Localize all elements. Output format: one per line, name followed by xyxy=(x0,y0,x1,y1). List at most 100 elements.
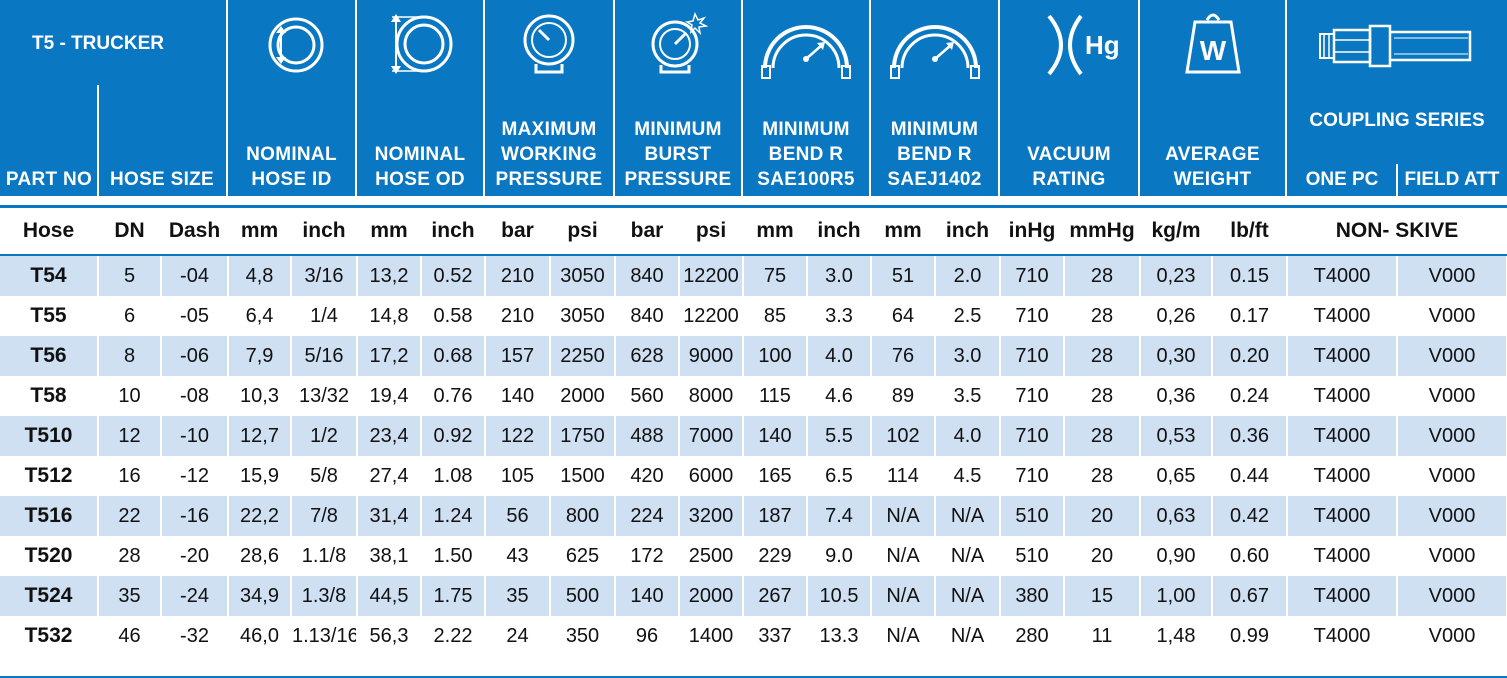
col-hose-size: HOSE SIZE xyxy=(98,0,228,196)
table-cell: 14,8 xyxy=(357,296,422,336)
table-cell: 100 xyxy=(743,336,808,376)
table-cell: 0.15 xyxy=(1212,255,1288,296)
table-cell: 20 xyxy=(1064,496,1141,536)
table-row: T54 5 -04 4,8 3/16 13,2 0.52 210 3050 840 12200 75 3… xyxy=(0,255,1507,296)
table-cell: 24 xyxy=(485,616,551,656)
weight-symbol-text: W xyxy=(1199,35,1226,66)
table-cell: 229 xyxy=(743,536,808,576)
col-part-no-label: PART NO xyxy=(5,169,93,190)
table-cell: 4,8 xyxy=(228,255,292,296)
table-cell: 1.08 xyxy=(421,456,486,496)
table-cell: 114 xyxy=(871,456,936,496)
table-cell: T4000 xyxy=(1287,576,1398,616)
table-cell: -06 xyxy=(161,336,229,376)
table-cell: 337 xyxy=(743,616,808,656)
table-cell: 5/16 xyxy=(291,336,358,376)
table-cell: 38,1 xyxy=(357,536,422,576)
unit-cell: mm xyxy=(357,208,422,256)
table-row: T512 16 -12 15,9 5/8 27,4 1.08 105 1500 420 6000 16… xyxy=(0,456,1507,496)
table-cell: 28 xyxy=(1064,296,1141,336)
table-cell: 0.67 xyxy=(1212,576,1288,616)
table-cell: V000 xyxy=(1397,456,1507,496)
table-cell: 9000 xyxy=(679,336,744,376)
table-cell: 28 xyxy=(1064,255,1141,296)
table-cell: 15 xyxy=(1064,576,1141,616)
vacuum-hg-icon: Hg xyxy=(1047,14,1119,76)
table-cell: 46 xyxy=(98,616,162,656)
col-weight: W AVERAGE WEIGHT xyxy=(1140,0,1287,196)
table-cell: V000 xyxy=(1397,616,1507,656)
table-cell: 0.92 xyxy=(421,416,486,456)
table-cell: 2500 xyxy=(679,536,744,576)
col-part-no: PART NO xyxy=(0,0,98,196)
header-band: T5 - TRUCKER PART NO HOSE SIZE NOMINAL H… xyxy=(0,0,1507,196)
part-number-cell: T532 xyxy=(0,616,99,656)
spec-table-body: T54 5 -04 4,8 3/16 13,2 0.52 210 3050 840 12200 75 3… xyxy=(0,255,1507,656)
table-cell: 35 xyxy=(98,576,162,616)
table-row: T510 12 -10 12,7 1/2 23,4 0.92 122 1750 488 7000 14… xyxy=(0,416,1507,456)
table-cell: 140 xyxy=(615,576,680,616)
table-cell: 0.42 xyxy=(1212,496,1288,536)
hose-outer-diameter-icon xyxy=(391,14,453,74)
table-cell: 165 xyxy=(743,456,808,496)
table-cell: N/A xyxy=(871,576,936,616)
table-cell: 380 xyxy=(1000,576,1065,616)
table-cell: 35 xyxy=(485,576,551,616)
coupling-field-att-label: FIELD ATT xyxy=(1404,169,1500,190)
table-cell: -16 xyxy=(161,496,229,536)
table-cell: 5/8 xyxy=(291,456,358,496)
table-cell: 510 xyxy=(1000,536,1065,576)
table-cell: 1400 xyxy=(679,616,744,656)
col-vacuum: Hg VACUUM RATING xyxy=(1000,0,1140,196)
col-hose-od-label: NOMINAL HOSE OD xyxy=(374,144,466,190)
table-cell: 115 xyxy=(743,376,808,416)
table-cell: 20 xyxy=(1064,536,1141,576)
weight-icon: W xyxy=(1184,13,1241,74)
coupling-sub-divider xyxy=(1396,164,1398,196)
unit-cell: Hose xyxy=(0,208,99,256)
table-cell: 23,4 xyxy=(357,416,422,456)
table-cell: -20 xyxy=(161,536,229,576)
table-cell: 75 xyxy=(743,255,808,296)
table-cell: T4000 xyxy=(1287,496,1398,536)
table-cell: -05 xyxy=(161,296,229,336)
table-cell: -24 xyxy=(161,576,229,616)
table-cell: 800 xyxy=(550,496,616,536)
col-bend-j1402: MINIMUM BEND R SAEJ1402 xyxy=(871,0,1000,196)
table-cell: -08 xyxy=(161,376,229,416)
table-cell: 96 xyxy=(615,616,680,656)
table-cell: 3/16 xyxy=(291,255,358,296)
table-cell: -04 xyxy=(161,255,229,296)
table-cell: 500 xyxy=(550,576,616,616)
unit-cell: bar xyxy=(485,208,551,256)
table-cell: V000 xyxy=(1397,536,1507,576)
table-cell: 2.0 xyxy=(935,255,1001,296)
table-cell: 7,9 xyxy=(228,336,292,376)
table-cell: 0.20 xyxy=(1212,336,1288,376)
table-cell: 0.60 xyxy=(1212,536,1288,576)
col-burst-pressure: MINIMUM BURST PRESSURE xyxy=(615,0,743,196)
table-cell: 1750 xyxy=(550,416,616,456)
table-cell: 210 xyxy=(485,255,551,296)
hose-inner-diameter-icon xyxy=(268,17,323,73)
table-cell: 2000 xyxy=(550,376,616,416)
table-cell: 840 xyxy=(615,296,680,336)
coupling-one-pc-label: ONE PC xyxy=(1305,169,1379,190)
table-cell: -32 xyxy=(161,616,229,656)
table-cell: V000 xyxy=(1397,496,1507,536)
col-coupling-label: COUPLING SERIES xyxy=(1309,110,1485,131)
table-cell: 3050 xyxy=(550,296,616,336)
table-cell: 56,3 xyxy=(357,616,422,656)
table-cell: 187 xyxy=(743,496,808,536)
coupling-fitting-icon xyxy=(1319,24,1472,68)
table-cell: 56 xyxy=(485,496,551,536)
table-cell: 22,2 xyxy=(228,496,292,536)
table-cell: 1/4 xyxy=(291,296,358,336)
col-burst-pressure-label: MINIMUM BURST PRESSURE xyxy=(624,119,732,190)
table-cell: 13.3 xyxy=(807,616,872,656)
table-cell: 3200 xyxy=(679,496,744,536)
table-cell: 0,26 xyxy=(1140,296,1213,336)
table-cell: 8 xyxy=(98,336,162,376)
table-cell: 0.52 xyxy=(421,255,486,296)
table-cell: 0,65 xyxy=(1140,456,1213,496)
